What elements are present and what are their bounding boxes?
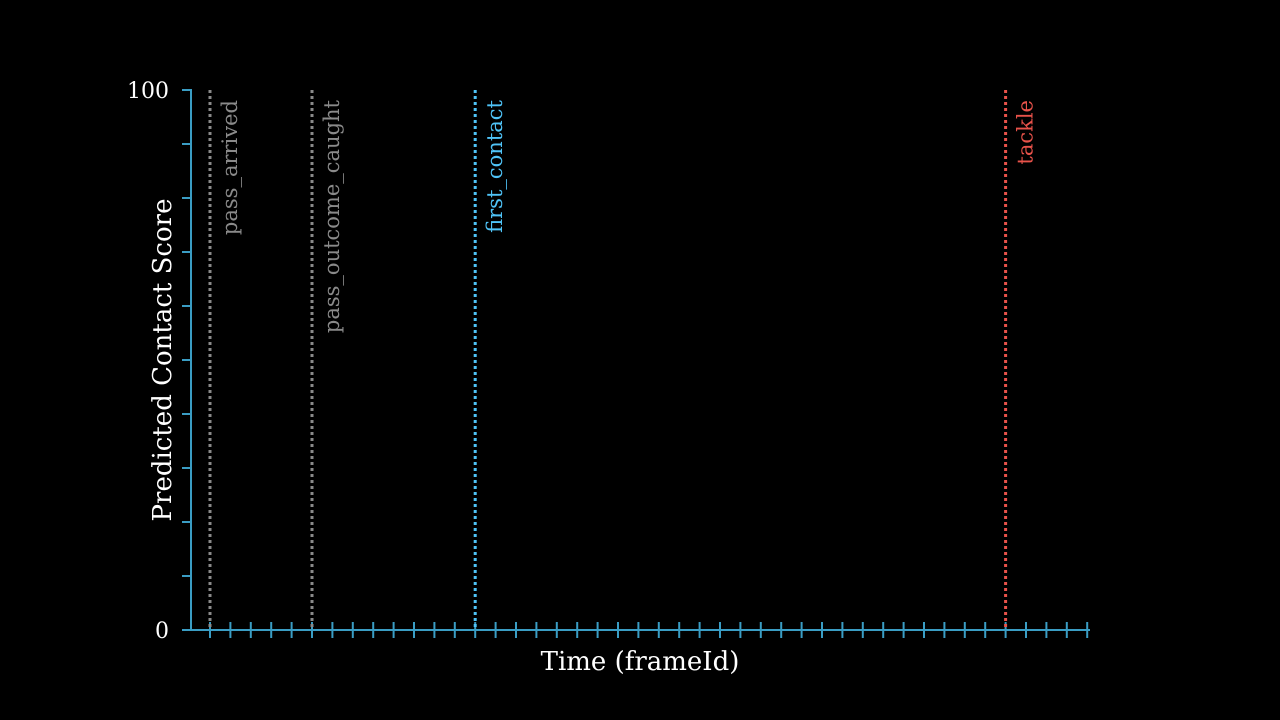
- event-label-tackle: tackle: [1014, 100, 1038, 165]
- y-tick-label: 0: [155, 619, 169, 644]
- y-tick-label: 100: [127, 79, 169, 104]
- event-label-pass-arrived: pass_arrived: [218, 100, 242, 235]
- y-axis-label: Predicted Contact Score: [148, 199, 178, 522]
- event-label-pass-outcome-caught: pass_outcome_caught: [320, 99, 344, 333]
- x-axis: [191, 622, 1090, 638]
- event-label-first-contact: first_contact: [483, 99, 507, 232]
- x-axis-label: Time (frameId): [541, 647, 740, 677]
- y-axis: 0 100: [127, 79, 192, 644]
- event-markers: pass_arrived pass_outcome_caught first_con…: [208, 90, 1038, 630]
